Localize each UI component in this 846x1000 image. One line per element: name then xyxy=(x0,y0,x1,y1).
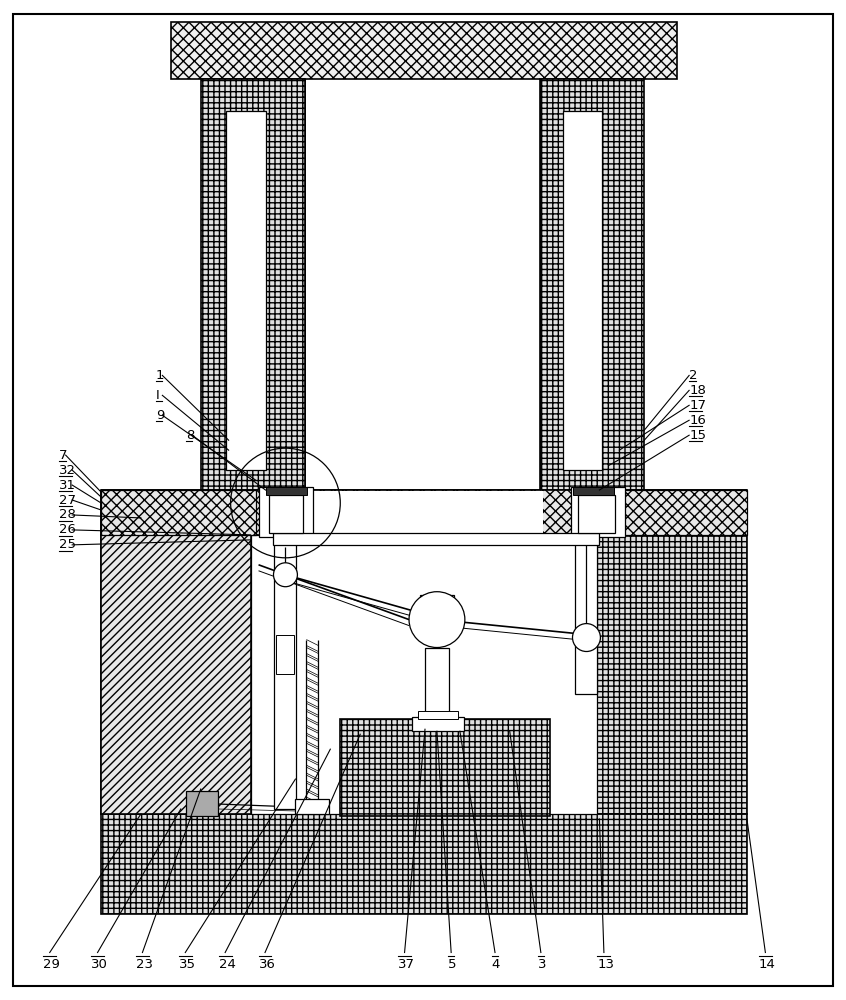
Bar xyxy=(186,791,217,816)
Bar xyxy=(412,717,464,731)
Bar xyxy=(277,635,294,674)
Bar xyxy=(273,533,600,545)
Bar xyxy=(573,487,614,495)
Text: 9: 9 xyxy=(156,409,164,422)
Bar xyxy=(420,595,454,607)
Text: 25: 25 xyxy=(59,538,76,551)
Bar xyxy=(101,490,747,535)
Text: 15: 15 xyxy=(689,429,706,442)
Text: 5: 5 xyxy=(448,958,457,971)
Bar xyxy=(259,487,313,537)
Text: 35: 35 xyxy=(179,958,195,971)
Bar xyxy=(201,79,305,493)
Bar xyxy=(563,111,602,470)
Bar xyxy=(171,22,677,79)
Text: 1: 1 xyxy=(156,369,164,382)
Text: 37: 37 xyxy=(398,958,415,971)
Text: 31: 31 xyxy=(59,479,76,492)
Bar xyxy=(305,491,542,534)
Bar xyxy=(274,535,296,809)
Bar xyxy=(101,814,747,914)
Bar xyxy=(250,535,597,814)
Bar xyxy=(101,490,255,535)
Text: 8: 8 xyxy=(186,429,194,442)
Circle shape xyxy=(273,563,298,587)
Text: 27: 27 xyxy=(59,493,76,506)
Circle shape xyxy=(573,624,601,652)
Text: 4: 4 xyxy=(492,958,500,971)
Text: 23: 23 xyxy=(136,958,153,971)
Text: 26: 26 xyxy=(59,523,76,536)
Text: 29: 29 xyxy=(43,958,60,971)
Bar xyxy=(226,111,266,470)
Bar xyxy=(592,490,747,535)
Bar xyxy=(340,719,550,816)
Text: 28: 28 xyxy=(59,508,76,521)
Text: I: I xyxy=(156,389,160,402)
Text: 36: 36 xyxy=(259,958,276,971)
Bar xyxy=(597,535,747,814)
Text: 13: 13 xyxy=(597,958,614,971)
Bar xyxy=(540,79,645,493)
Bar xyxy=(295,799,329,814)
Text: 7: 7 xyxy=(59,449,68,462)
Bar xyxy=(418,711,458,719)
Bar xyxy=(268,495,304,533)
Text: 2: 2 xyxy=(689,369,698,382)
Bar xyxy=(425,648,449,719)
Bar xyxy=(575,535,597,694)
Text: 18: 18 xyxy=(689,384,706,397)
Bar xyxy=(101,535,250,814)
Text: 24: 24 xyxy=(218,958,235,971)
Bar xyxy=(570,487,625,537)
Text: 14: 14 xyxy=(759,958,776,971)
Text: 32: 32 xyxy=(59,464,76,477)
Bar xyxy=(266,487,307,495)
Circle shape xyxy=(409,592,464,648)
Bar xyxy=(579,495,615,533)
Text: 16: 16 xyxy=(689,414,706,427)
Text: 30: 30 xyxy=(91,958,108,971)
Text: 3: 3 xyxy=(537,958,547,971)
Bar xyxy=(101,535,250,814)
Text: 17: 17 xyxy=(689,399,706,412)
